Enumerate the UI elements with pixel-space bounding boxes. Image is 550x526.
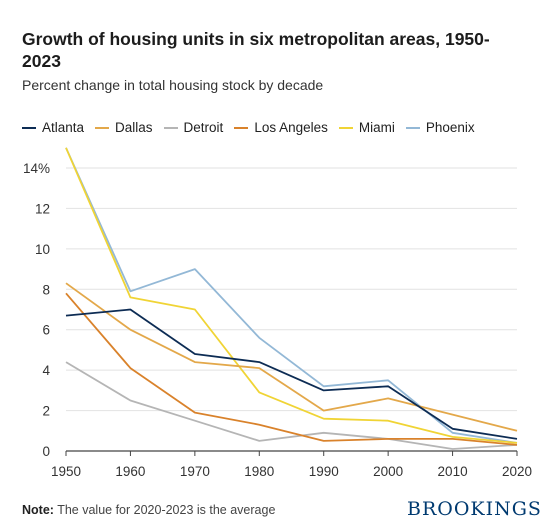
brookings-logo: BROOKINGS: [407, 498, 542, 520]
legend-item-los-angeles: Los Angeles: [234, 120, 328, 135]
x-tick-label: 1990: [309, 464, 339, 479]
legend-swatch: [405, 126, 420, 129]
x-tick-label: 1950: [51, 464, 81, 479]
x-tick-label: 2020: [502, 464, 532, 479]
legend-item-phoenix: Phoenix: [405, 120, 475, 135]
legend-swatch: [22, 126, 36, 129]
legend-label: Dallas: [115, 120, 153, 135]
y-tick-label: 4: [42, 363, 50, 378]
y-tick-label: 0: [42, 444, 50, 459]
legend-label: Atlanta: [42, 120, 85, 135]
chart-title: Growth of housing units in six metropoli…: [22, 29, 490, 71]
legend-item-miami: Miami: [338, 120, 395, 135]
legend-item-detroit: Detroit: [163, 120, 224, 135]
legend: Atlanta Dallas Detroit Los Angeles Miami Phoe…: [22, 120, 486, 135]
note-label: Note:: [22, 503, 54, 517]
legend-swatch: [163, 126, 178, 129]
legend-label: Miami: [358, 120, 395, 135]
legend-item-atlanta: Atlanta: [22, 120, 84, 135]
y-tick-label: 12: [35, 201, 50, 216]
legend-label: Detroit: [183, 120, 224, 135]
chart-subtitle: Percent change in total housing stock by…: [22, 77, 324, 93]
legend-swatch: [234, 126, 249, 129]
series-line-los-angeles: [65, 292, 518, 446]
y-tick-label: 8: [42, 282, 50, 297]
series-line-miami: [65, 147, 518, 444]
note: Note: The value for 2020-2023 is the ave…: [22, 503, 275, 517]
note-text: The value for 2020-2023 is the average: [57, 503, 276, 517]
y-tick-label: 6: [42, 323, 50, 338]
x-tick-label: 2000: [373, 464, 403, 479]
legend-swatch: [95, 126, 110, 129]
series-line-atlanta: [65, 308, 518, 440]
x-tick-label: 1970: [180, 464, 210, 479]
legend-item-dallas: Dallas: [95, 120, 153, 135]
x-tick-label: 1960: [115, 464, 145, 479]
series-line-detroit: [65, 361, 518, 450]
y-tick-label: 2: [42, 404, 50, 419]
series-line-phoenix: [65, 147, 518, 444]
legend-label: Los Angeles: [254, 120, 328, 135]
legend-swatch: [338, 126, 353, 129]
x-tick-label: 2010: [438, 464, 468, 479]
y-tick-label: 14%: [23, 161, 50, 176]
x-tick-label: 1980: [244, 464, 274, 479]
y-tick-label: 10: [35, 242, 50, 257]
series-line-dallas: [65, 282, 518, 432]
legend-label: Phoenix: [425, 120, 475, 135]
